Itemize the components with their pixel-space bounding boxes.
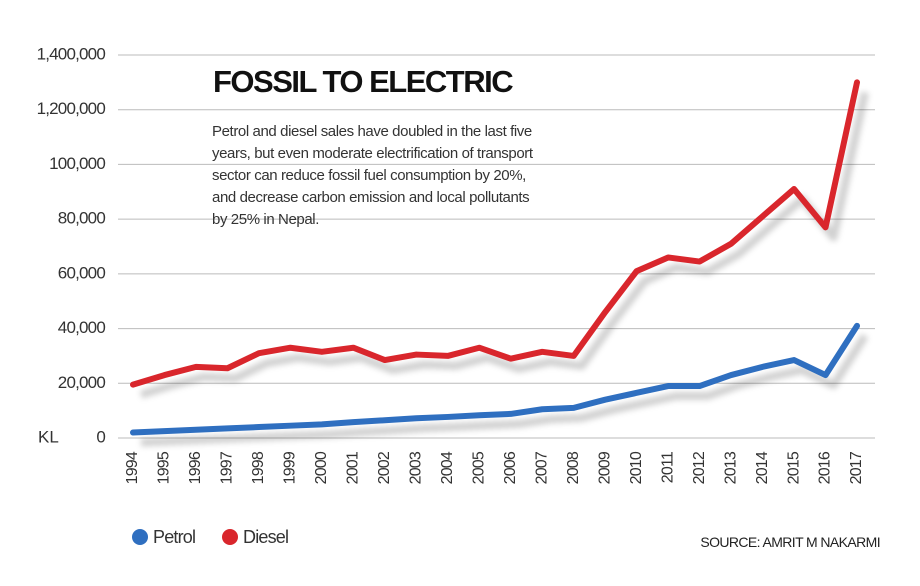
y-tick-label: 100,000 (49, 154, 105, 173)
series-line (130, 79, 860, 388)
x-tick-label: 2001 (345, 451, 362, 484)
x-tick-label: 2002 (376, 451, 393, 484)
x-tick-label: 2011 (659, 451, 676, 483)
legend-marker (132, 529, 148, 545)
x-tick-label: 2009 (596, 451, 613, 484)
legend-label: Diesel (243, 527, 288, 547)
y-axis-label: KL (38, 427, 59, 446)
x-tick-label: 1998 (250, 451, 267, 484)
x-tick-label: 1996 (187, 451, 204, 484)
y-tick-label: 20,000 (58, 373, 106, 392)
y-tick-label: 40,000 (58, 318, 106, 337)
x-tick-label: 1999 (282, 451, 299, 484)
series-line (130, 322, 860, 436)
y-tick-label: 1,400,000 (37, 44, 106, 63)
y-tick-label: 1,200,000 (37, 99, 106, 118)
chart-title: FOSSIL TO ELECTRIC (213, 64, 514, 99)
source: SOURCE: AMRIT M NAKARMI (700, 534, 880, 550)
line-shadow (139, 91, 869, 399)
x-tick-label: 2012 (691, 451, 708, 484)
x-tick-label: 2016 (817, 451, 834, 484)
x-tick-label: 2000 (313, 451, 330, 484)
chart-subtitle: Petrol and diesel sales have doubled in … (212, 123, 533, 228)
x-tick-label: 1994 (124, 451, 141, 484)
x-tick-label: 2013 (722, 451, 739, 484)
x-tick-label: 2017 (848, 451, 865, 484)
x-tick-label: 2004 (439, 451, 456, 484)
x-tick-label: 2003 (408, 451, 425, 484)
legend-label: Petrol (153, 527, 195, 547)
x-tick-label: 2006 (502, 451, 519, 484)
x-tick-label: 2008 (565, 451, 582, 484)
legend-marker (222, 529, 238, 545)
x-tick-label: 1997 (219, 451, 236, 484)
x-tick-label: 2014 (754, 451, 771, 484)
y-tick-label: 60,000 (58, 263, 106, 282)
x-tick-label: 2007 (533, 451, 550, 484)
x-tick-label: 2005 (470, 451, 487, 484)
y-tick-label: 0 (96, 427, 105, 446)
x-tick-label: 1995 (156, 451, 173, 484)
y-tick-label: 80,000 (58, 209, 106, 228)
line-shadow (140, 333, 869, 447)
x-tick-label: 2015 (785, 451, 802, 484)
x-tick-label: 2010 (628, 451, 645, 484)
